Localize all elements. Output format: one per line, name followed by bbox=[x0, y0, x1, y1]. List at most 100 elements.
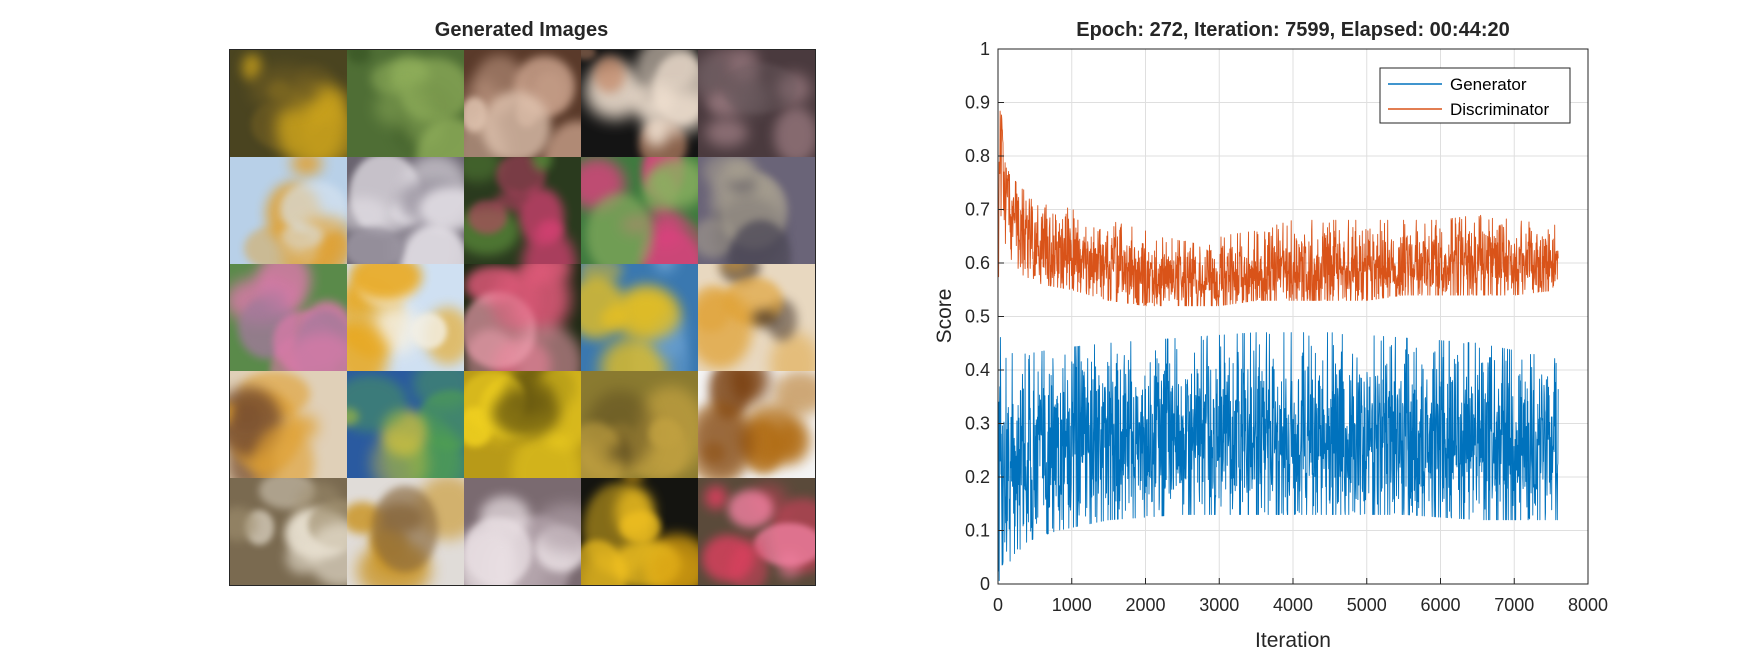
tile-color-blob bbox=[648, 157, 698, 208]
tile-color-blob bbox=[347, 407, 360, 425]
chart-title: Epoch: 272, Iteration: 7599, Elapsed: 00… bbox=[1076, 19, 1510, 41]
legend: Generator Discriminator bbox=[1379, 67, 1571, 124]
tile-color-blob bbox=[479, 496, 531, 538]
y-tick-label: 0.1 bbox=[965, 521, 990, 541]
x-tick-label: 4000 bbox=[1273, 595, 1313, 615]
generated-image-tile bbox=[581, 371, 698, 478]
axis-ticks: 0 1000 2000 3000 4000 5000 6000 7000 8000 0 0.1 0.2… bbox=[965, 39, 1608, 615]
generated-image-tile bbox=[464, 264, 581, 371]
generated-image-tile bbox=[581, 50, 698, 157]
tile-color-blob bbox=[728, 489, 774, 528]
tile-color-blob bbox=[648, 419, 681, 448]
tile-color-blob bbox=[724, 159, 752, 181]
y-tick-label: 0.8 bbox=[965, 146, 990, 166]
tile-color-blob bbox=[772, 419, 811, 463]
generated-image-tile bbox=[464, 157, 581, 264]
tile-color-blob bbox=[347, 375, 407, 432]
y-tick-label: 0.7 bbox=[965, 200, 990, 220]
series-line-generator bbox=[997, 332, 1559, 582]
legend-label-discriminator: Discriminator bbox=[1450, 100, 1550, 119]
tile-color-blob bbox=[731, 50, 760, 85]
tile-color-blob bbox=[528, 264, 573, 282]
series-layer bbox=[997, 110, 1559, 582]
generated-image-tile bbox=[230, 50, 347, 157]
generated-images-title: Generated Images bbox=[434, 19, 609, 41]
tile-color-blob bbox=[468, 199, 508, 235]
tile-color-blob bbox=[349, 264, 422, 301]
tile-color-blob bbox=[232, 403, 262, 433]
tile-color-blob bbox=[347, 50, 371, 65]
y-tick-label: 0.4 bbox=[965, 360, 990, 380]
tile-color-blob bbox=[698, 55, 731, 95]
generated-image-tile bbox=[230, 157, 347, 264]
generated-image-tile bbox=[698, 264, 815, 371]
x-tick-label: 0 bbox=[993, 595, 1003, 615]
y-tick-label: 0.3 bbox=[965, 414, 990, 434]
tile-color-blob bbox=[728, 175, 757, 195]
tile-color-blob bbox=[729, 371, 769, 404]
generated-image-tile bbox=[581, 478, 698, 585]
x-tick-label: 8000 bbox=[1568, 595, 1608, 615]
x-tick-label: 7000 bbox=[1494, 595, 1534, 615]
generated-image-tile bbox=[698, 157, 815, 264]
tile-color-blob bbox=[743, 536, 765, 553]
tile-color-blob bbox=[705, 486, 727, 510]
tile-color-blob bbox=[482, 90, 552, 157]
tile-color-blob bbox=[581, 50, 596, 61]
tile-color-blob bbox=[256, 264, 312, 309]
tile-color-blob bbox=[729, 545, 768, 585]
tile-color-blob bbox=[371, 485, 438, 572]
tile-color-blob bbox=[730, 79, 770, 116]
tile-color-blob bbox=[651, 549, 698, 585]
generated-images-grid bbox=[229, 49, 816, 586]
generated-image-tile bbox=[230, 478, 347, 585]
x-tick-label: 1000 bbox=[1052, 595, 1092, 615]
tile-color-blob bbox=[774, 107, 815, 157]
tile-color-blob bbox=[593, 56, 625, 93]
generated-image-tile bbox=[347, 264, 464, 371]
tile-color-blob bbox=[257, 287, 289, 313]
y-axis-label: Score bbox=[933, 289, 956, 344]
y-tick-label: 0 bbox=[980, 574, 990, 594]
tile-color-blob bbox=[535, 503, 581, 553]
generated-image-tile bbox=[698, 50, 815, 157]
tile-color-blob bbox=[581, 275, 625, 339]
generated-image-tile bbox=[347, 371, 464, 478]
tile-color-blob bbox=[290, 157, 323, 177]
tile-color-blob bbox=[371, 432, 429, 478]
generated-image-tile bbox=[698, 478, 815, 585]
tile-color-blob bbox=[637, 50, 698, 93]
tile-color-blob bbox=[721, 264, 749, 273]
x-tick-label: 5000 bbox=[1347, 595, 1387, 615]
generated-image-tile bbox=[230, 264, 347, 371]
legend-label-generator: Generator bbox=[1450, 75, 1527, 94]
tile-color-blob bbox=[347, 227, 404, 264]
generated-image-tile bbox=[698, 371, 815, 478]
x-tick-label: 2000 bbox=[1125, 595, 1165, 615]
tile-color-blob bbox=[258, 478, 316, 509]
tile-color-blob bbox=[419, 187, 464, 231]
tile-color-blob bbox=[280, 222, 323, 249]
generated-image-tile bbox=[581, 264, 698, 371]
tile-color-blob bbox=[491, 388, 560, 437]
y-tick-label: 1 bbox=[980, 39, 990, 59]
tile-color-blob bbox=[253, 425, 314, 478]
generated-image-tile bbox=[464, 50, 581, 157]
generated-image-tile bbox=[347, 157, 464, 264]
tile-color-blob bbox=[622, 478, 645, 485]
generated-image-tile bbox=[230, 371, 347, 478]
tile-color-blob bbox=[411, 312, 447, 349]
tile-color-blob bbox=[490, 268, 541, 331]
generated-image-tile bbox=[464, 478, 581, 585]
legend-box bbox=[1379, 67, 1571, 124]
tile-color-blob bbox=[698, 404, 751, 478]
y-tick-label: 0.6 bbox=[965, 253, 990, 273]
tile-color-blob bbox=[698, 217, 735, 259]
generated-image-tile bbox=[581, 157, 698, 264]
tile-color-blob bbox=[375, 88, 431, 128]
x-tick-label: 6000 bbox=[1420, 595, 1460, 615]
tile-color-blob bbox=[705, 118, 748, 147]
tile-color-blob bbox=[777, 73, 811, 106]
x-tick-label: 3000 bbox=[1199, 595, 1239, 615]
